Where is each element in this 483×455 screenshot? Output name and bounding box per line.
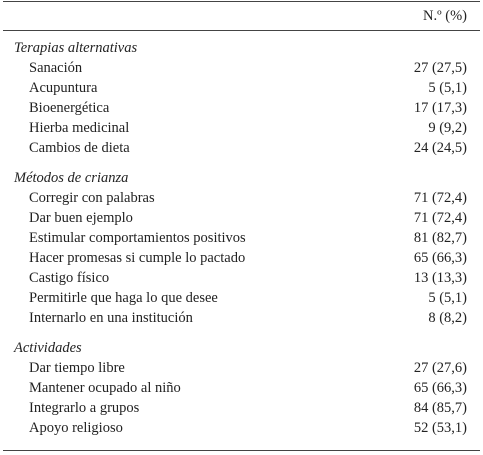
row-label: Apoyo religioso [29, 420, 123, 436]
row-value: 84 (85,7) [413, 400, 467, 416]
row-label: Castigo físico [29, 270, 110, 286]
row-value: 5 (5,1) [428, 80, 467, 96]
row-value: 65 (66,3) [413, 380, 467, 396]
row-value: 5 (5,1) [428, 290, 467, 306]
row-value: 27 (27,5) [413, 60, 467, 76]
row-value: 24 (24,5) [413, 140, 467, 156]
row-label: Hacer promesas si cumple lo pactado [29, 250, 246, 266]
row-value: 81 (82,7) [413, 230, 467, 246]
row-label: Acupuntura [29, 80, 98, 96]
row-value: 13 (13,3) [413, 270, 467, 286]
row-label: Internarlo en una institución [29, 310, 193, 326]
row-value: 9 (9,2) [428, 120, 467, 136]
row-label: Bioenergética [29, 100, 110, 116]
row-value: 71 (72,4) [413, 210, 467, 226]
section-title: Terapias alternativas [14, 40, 138, 56]
top-rule [3, 1, 480, 2]
row-label: Hierba medicinal [29, 120, 130, 136]
row-value: 17 (17,3) [413, 100, 467, 116]
column-header: N.º (%) [423, 8, 467, 24]
row-label: Sanación [29, 60, 83, 76]
row-value: 65 (66,3) [413, 250, 467, 266]
row-value: 27 (27,6) [413, 360, 467, 376]
row-label: Dar buen ejemplo [29, 210, 133, 226]
row-value: 52 (53,1) [413, 420, 467, 436]
row-label: Mantener ocupado al niño [29, 380, 181, 396]
header-rule [3, 30, 480, 31]
bottom-rule [3, 450, 480, 451]
row-label: Corregir con palabras [29, 190, 155, 206]
row-value: 71 (72,4) [413, 190, 467, 206]
row-label: Dar tiempo libre [29, 360, 125, 376]
row-label: Integrarlo a grupos [29, 400, 140, 416]
row-label: Permitirle que haga lo que desee [29, 290, 218, 306]
section-title: Métodos de crianza [14, 170, 129, 186]
row-label: Estimular comportamientos positivos [29, 230, 246, 246]
row-label: Cambios de dieta [29, 140, 130, 156]
row-value: 8 (8,2) [428, 310, 467, 326]
section-title: Actividades [14, 340, 82, 356]
